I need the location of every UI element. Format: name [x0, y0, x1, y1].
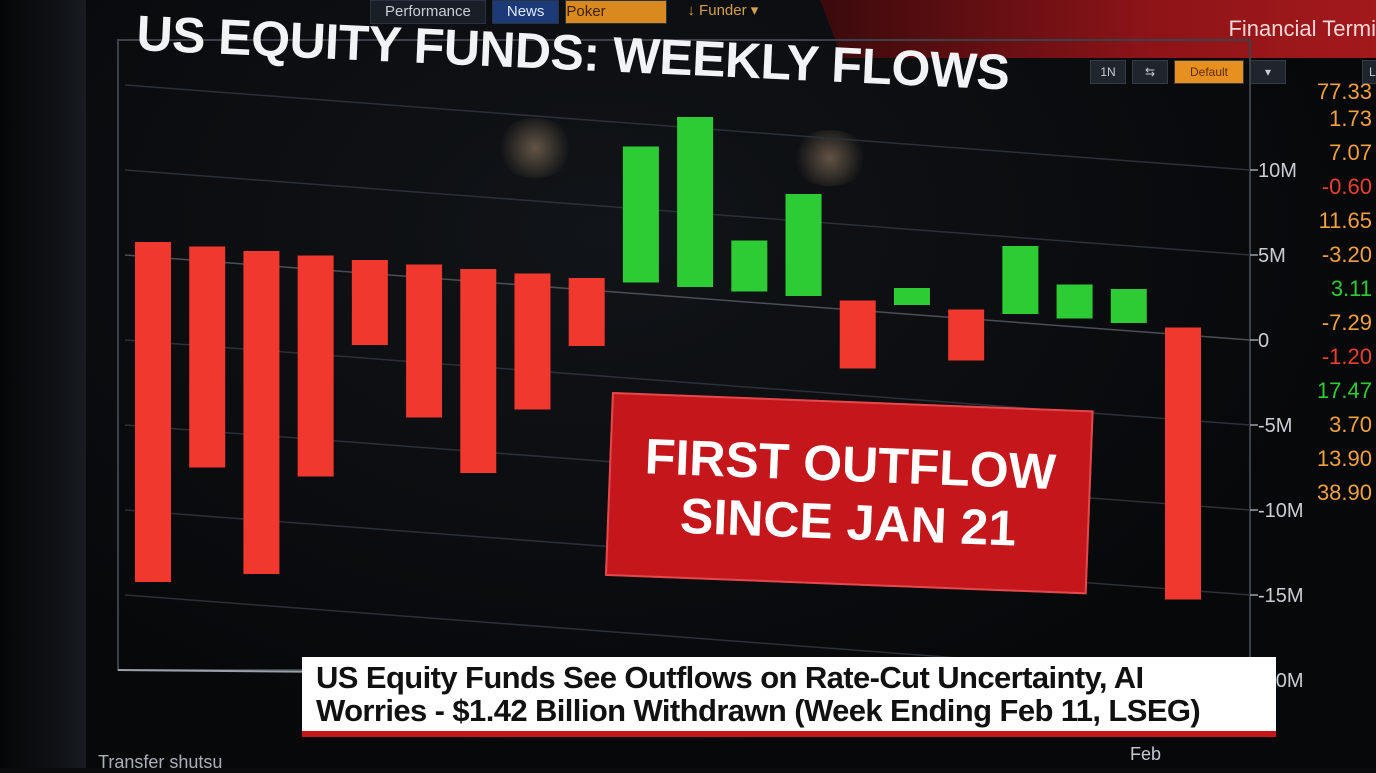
y-tick-label: -15M [1258, 585, 1304, 607]
ticker-value: 38.90 [1316, 480, 1372, 505]
preset-dropdown[interactable]: Default [1174, 60, 1244, 84]
study-button[interactable]: Lsty [1362, 60, 1376, 84]
y-tick-label: -10M [1258, 500, 1304, 522]
bar [1056, 284, 1093, 319]
monitor-bezel [0, 0, 90, 768]
news-headline: US Equity Funds See Outflows on Rate-Cut… [302, 657, 1276, 737]
ticker-value: -1.20 [1321, 344, 1372, 369]
tab-performance[interactable]: Performance [370, 0, 486, 24]
y-tick-label: -5M [1258, 415, 1292, 437]
tab-poker[interactable]: Poker [565, 0, 668, 24]
ticker-column: 77.33 1.73 7.07 -0.60 11.65 -3.20 3.11 -7.29 -1.… [1305, 81, 1376, 510]
tab-bar: Performance News Poker ↓ Funder ▾ [370, 0, 772, 24]
app-title-bar: Financial Termi [820, 0, 1376, 58]
ticker-value: -0.60 [1321, 174, 1372, 199]
ticker-value: 13.90 [1316, 446, 1372, 471]
ticker-value: 11.65 [1318, 208, 1372, 233]
bar [839, 300, 876, 369]
ticker-value: 77.33 [1316, 79, 1372, 104]
ticker-value: 3.11 [1330, 276, 1372, 301]
bar [351, 260, 388, 345]
bar [514, 273, 551, 410]
ticker-value: 1.73 [1329, 106, 1372, 131]
bar [731, 240, 768, 292]
bar [1110, 289, 1147, 323]
bar [893, 288, 930, 305]
bar [1002, 246, 1039, 314]
ticker-value: -3.20 [1321, 242, 1372, 267]
ticker-value: 7.07 [1329, 140, 1372, 165]
x-axis-label: Feb [1130, 744, 1162, 764]
screen-glare [790, 130, 870, 186]
bar [785, 194, 822, 296]
tab-funder[interactable]: ↓ Funder ▾ [687, 2, 759, 19]
bar [189, 246, 226, 468]
headline-line-2: Worries - $1.42 Billion Withdrawn (Week … [316, 693, 1201, 728]
bar [1165, 327, 1201, 600]
compare-button[interactable]: ⇆ [1132, 60, 1168, 84]
ticker-value: 3.70 [1329, 412, 1372, 437]
bar [948, 309, 985, 361]
bar [297, 255, 334, 477]
headline-line-1: US Equity Funds See Outflows on Rate-Cut… [316, 660, 1144, 695]
bar [677, 117, 714, 287]
bar [135, 242, 171, 582]
preset-chevron-icon[interactable]: ▾ [1250, 60, 1286, 84]
bar [406, 264, 443, 418]
interval-button[interactable]: 1N [1090, 60, 1126, 84]
ticker-value: 17.47 [1316, 378, 1372, 403]
ticker-value: -7.29 [1321, 310, 1372, 335]
y-tick-label: 0 [1258, 330, 1269, 352]
y-tick-label: 10M [1258, 160, 1297, 182]
screen-glare [495, 118, 575, 178]
annotation-callout: FIRST OUTFLOW SINCE JAN 21 [604, 392, 1094, 595]
chart-bars [135, 117, 1201, 600]
tab-news[interactable]: News [491, 0, 560, 24]
annotation-line-2: SINCE JAN 21 [679, 487, 1018, 557]
app-title: Financial Termi [1228, 16, 1376, 41]
bar [460, 269, 497, 473]
bar [568, 278, 605, 346]
bar [622, 146, 659, 283]
bar [243, 251, 280, 574]
footer-label: Transfer shutsu [98, 752, 223, 772]
chart-toolbar: 1N ⇆ Default ▾ Lsty + [1090, 60, 1376, 84]
y-tick-label: 5M [1258, 245, 1286, 267]
